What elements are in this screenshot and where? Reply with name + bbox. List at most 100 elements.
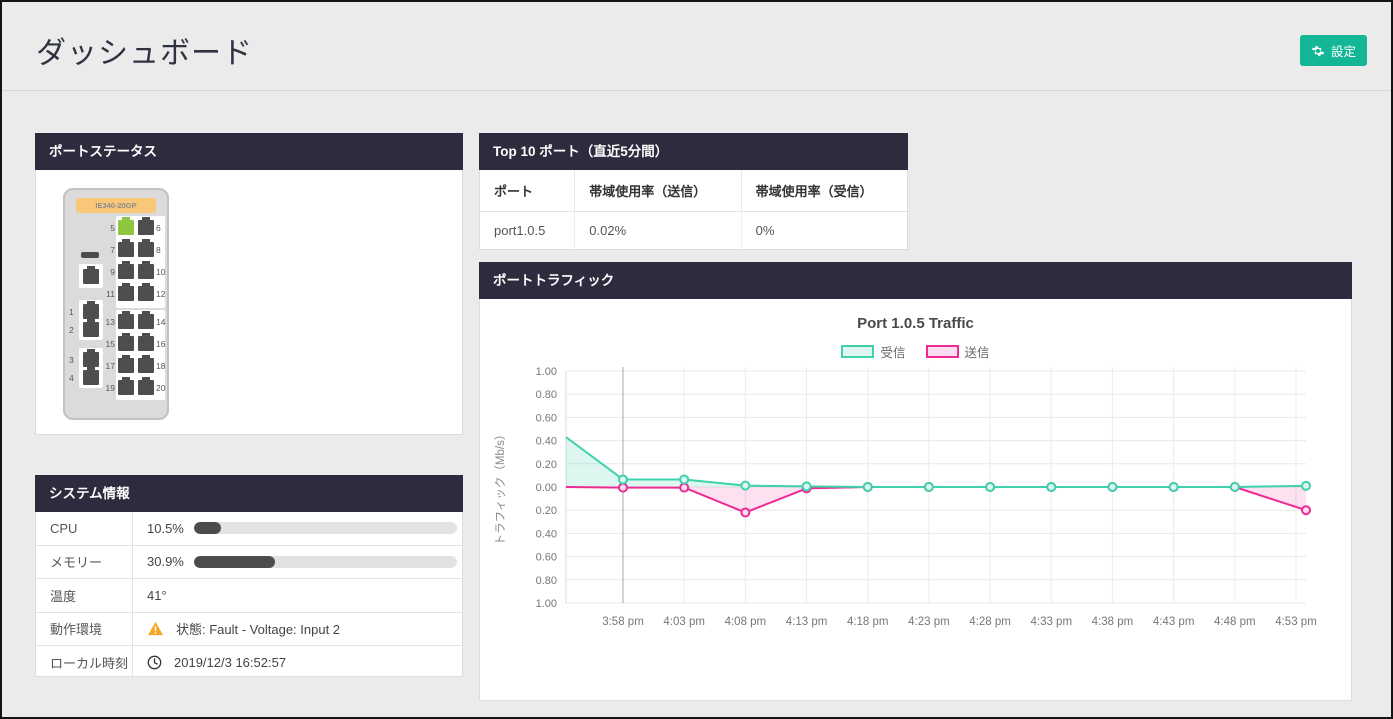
system-info-value-text: 2019/12/3 16:52:57 <box>174 654 287 670</box>
port-number: 7 <box>110 245 115 255</box>
svg-text:4:18 pm: 4:18 pm <box>846 616 888 628</box>
port-12[interactable] <box>138 283 154 301</box>
svg-text:0.00: 0.00 <box>535 482 556 494</box>
port-number: 15 <box>105 339 115 349</box>
traffic-chart-svg[interactable]: 1.00 0.80 0.60 0.40 0.20 0.00 0.20 0.40 0.60 0.80… <box>488 363 1344 659</box>
system-info-value-text: 30.9% <box>147 554 184 570</box>
port-15[interactable] <box>118 333 134 351</box>
top-ports-cell: 0% <box>755 223 775 238</box>
svg-text:0.60: 0.60 <box>535 552 556 564</box>
port-19[interactable] <box>118 377 134 395</box>
console-port[interactable] <box>81 252 99 258</box>
svg-text:0.80: 0.80 <box>535 575 556 587</box>
system-info-panel-title: システム情報 <box>35 475 463 512</box>
top-ports-table: ポート 帯域使用率（送信） 帯域使用率（受信） port1.0.5 0.02% 0% <box>480 170 907 249</box>
legend-label: 送信 <box>964 346 990 360</box>
port-sfp-1[interactable] <box>83 301 99 319</box>
top-ports-col-header: 帯域使用率（受信） <box>741 170 907 212</box>
port-number: 11 <box>106 289 115 299</box>
port-number: 3 <box>69 355 74 365</box>
progress-bar-track <box>193 555 457 568</box>
system-info-label: CPU <box>36 512 133 545</box>
svg-text:4:38 pm: 4:38 pm <box>1091 616 1133 628</box>
svg-text:4:23 pm: 4:23 pm <box>908 616 950 628</box>
system-info-value-text: 状態: Fault - Voltage: Input 2 <box>176 622 341 638</box>
top-ports-cell: 0.02% <box>574 211 742 249</box>
settings-button-label: 設定 <box>1330 45 1356 59</box>
port-number: 18 <box>156 361 166 371</box>
system-info-row: 温度 41° <box>36 579 462 613</box>
legend-item[interactable]: 送信 <box>925 342 990 361</box>
progress-bar-fill <box>193 555 276 568</box>
top-ports-panel: Top 10 ポート（直近5分間） ポート 帯域使用率（送信） 帯域使用率（受信） p… <box>479 133 908 250</box>
svg-text:4:13 pm: 4:13 pm <box>785 616 827 628</box>
svg-text:4:48 pm: 4:48 pm <box>1214 616 1256 628</box>
port-16[interactable] <box>138 333 154 351</box>
svg-text:4:03 pm: 4:03 pm <box>663 616 705 628</box>
top-ports-panel-title: Top 10 ポート（直近5分間） <box>479 133 908 170</box>
port-sfp-4[interactable] <box>83 367 99 385</box>
settings-button[interactable]: 設定 <box>1299 35 1367 66</box>
system-info-label: 温度 <box>36 579 133 612</box>
port-number: 19 <box>105 383 115 393</box>
port-number: 20 <box>156 383 166 393</box>
svg-text:0.20: 0.20 <box>535 505 556 517</box>
port-number: 2 <box>69 325 74 335</box>
svg-text:4:08 pm: 4:08 pm <box>724 616 766 628</box>
svg-text:4:33 pm: 4:33 pm <box>1030 616 1072 628</box>
port-20[interactable] <box>138 377 154 395</box>
port-traffic-panel-title: ポートトラフィック <box>479 262 1352 299</box>
port-number: 5 <box>110 223 115 233</box>
chart-title: Port 1.0.5 Traffic <box>857 315 974 332</box>
page-header: ダッシュボード 設定 <box>2 2 1391 91</box>
device-model-label: IE340-20GP <box>76 198 156 213</box>
system-info-row: 動作環境 状態: Fault - Voltage: Input 2 <box>36 612 462 646</box>
progress-bar-fill <box>193 522 222 535</box>
top-ports-col-header: ポート <box>480 170 576 212</box>
port-7[interactable] <box>118 239 134 257</box>
port-number: 6 <box>156 223 161 233</box>
system-info-value: 2019/12/3 16:52:57 <box>133 655 462 670</box>
svg-text:4:53 pm: 4:53 pm <box>1275 616 1317 628</box>
port-9[interactable] <box>118 261 134 279</box>
svg-text:0.60: 0.60 <box>535 412 556 424</box>
top-ports-row[interactable]: port1.0.5 0.02% 0% <box>480 211 907 249</box>
legend-item[interactable]: 受信 <box>841 342 906 361</box>
svg-text:4:43 pm: 4:43 pm <box>1152 616 1194 628</box>
port-number: 14 <box>156 317 166 327</box>
port-number: 17 <box>105 361 115 371</box>
mgmt-port[interactable] <box>83 266 99 284</box>
svg-text:1.00: 1.00 <box>535 366 556 378</box>
system-info-label: メモリー <box>36 545 133 578</box>
chart-legend: 受信 送信 <box>480 342 1351 361</box>
port-8[interactable] <box>138 239 154 257</box>
port-sfp-2[interactable] <box>83 319 99 337</box>
system-info-value: 41° <box>133 588 462 603</box>
system-info-row: メモリー 30.9% <box>36 545 462 579</box>
top-ports-cell: port1.0.5 <box>480 211 576 249</box>
progress-bar-track <box>193 522 457 535</box>
port-14[interactable] <box>138 311 154 329</box>
system-info-label: ローカル時刻 <box>36 646 133 679</box>
mgmt-port-block <box>79 264 103 288</box>
port-11[interactable] <box>118 283 134 301</box>
system-info-rows: CPU 10.5% メモリー 30.9% 温度 41° 動作環境 状態: Fault - Vo… <box>36 512 462 679</box>
port-6[interactable] <box>138 217 154 235</box>
system-info-row: ローカル時刻 2019/12/3 16:52:57 <box>36 646 462 679</box>
switch-device-diagram[interactable]: IE340-20GP 5 6 7 8 9 10 11 12 13 14 15 16 17 18 19 20 1 2 3… <box>63 188 169 420</box>
port-18[interactable] <box>138 355 154 373</box>
port-17[interactable] <box>118 355 134 373</box>
page-title: ダッシュボード <box>36 37 253 70</box>
port-5[interactable] <box>118 217 134 235</box>
legend-swatch <box>925 345 959 358</box>
svg-text:トラフィック（Mb/s）: トラフィック（Mb/s） <box>494 429 507 546</box>
port-number: 16 <box>156 339 166 349</box>
port-status-panel-title: ポートステータス <box>35 133 463 170</box>
sfp-block <box>79 348 103 388</box>
port-sfp-3[interactable] <box>83 349 99 367</box>
svg-text:4:28 pm: 4:28 pm <box>969 616 1011 628</box>
port-10[interactable] <box>138 261 154 279</box>
top-ports-header-row: ポート 帯域使用率（送信） 帯域使用率（受信） <box>480 170 907 212</box>
port-13[interactable] <box>118 311 134 329</box>
